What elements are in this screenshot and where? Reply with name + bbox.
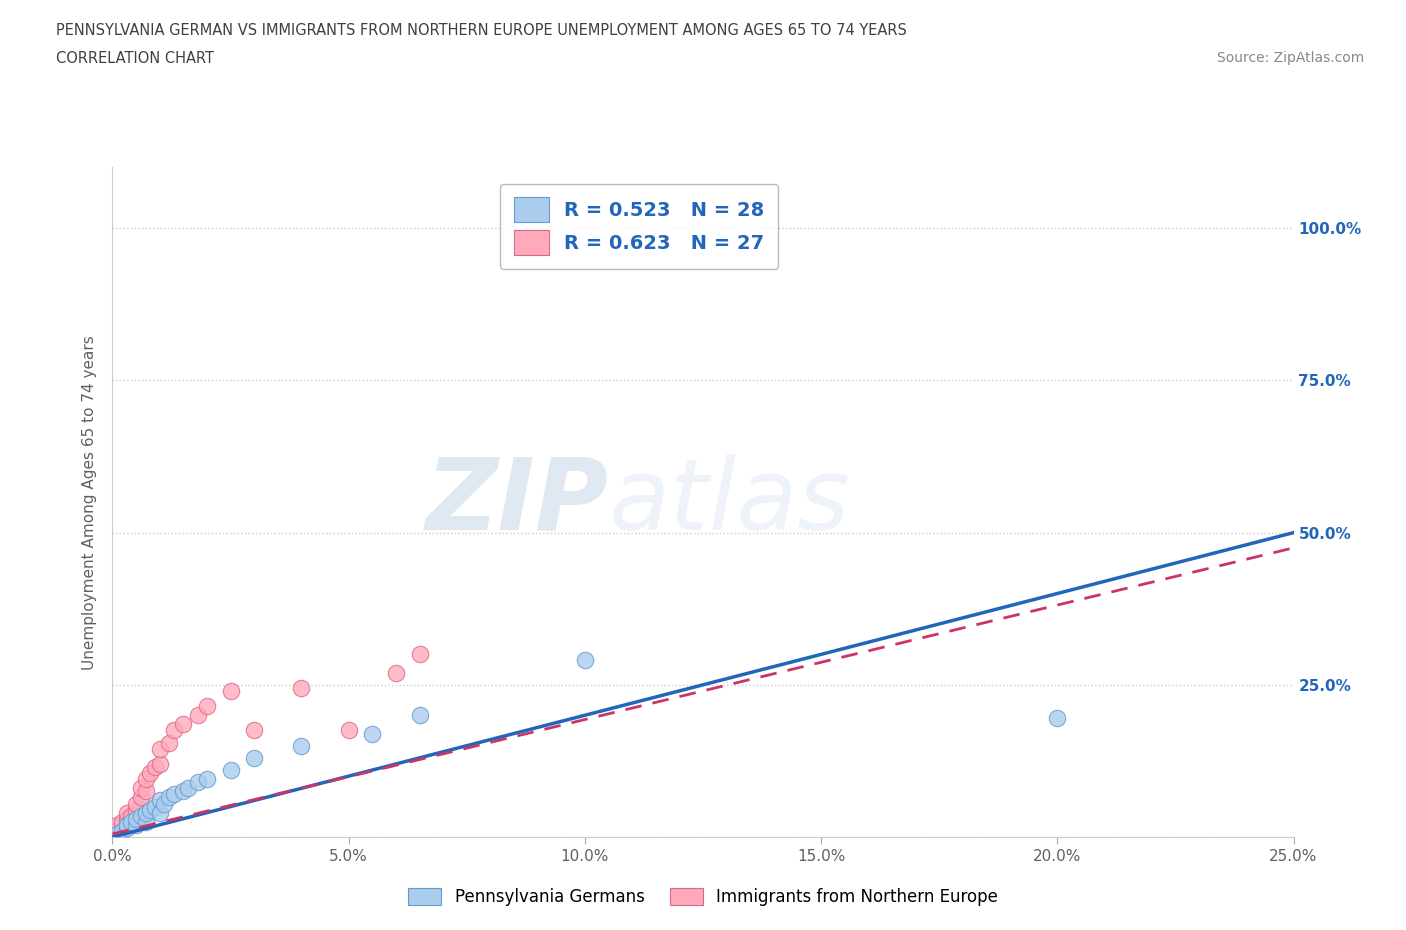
- Point: [290, 681, 312, 696]
- Point: [115, 817, 138, 832]
- Point: [105, 817, 128, 832]
- Point: [195, 698, 218, 713]
- Point: [219, 684, 242, 698]
- Text: atlas: atlas: [609, 454, 851, 551]
- Point: [408, 647, 430, 662]
- Point: [125, 817, 148, 832]
- Point: [172, 784, 194, 799]
- Point: [135, 784, 157, 799]
- Point: [337, 723, 360, 737]
- Point: [243, 723, 266, 737]
- Text: CORRELATION CHART: CORRELATION CHART: [56, 51, 214, 66]
- Point: [115, 820, 138, 835]
- Point: [385, 665, 408, 680]
- Point: [120, 815, 142, 830]
- Point: [172, 717, 194, 732]
- Legend: Pennsylvania Germans, Immigrants from Northern Europe: Pennsylvania Germans, Immigrants from No…: [401, 881, 1005, 912]
- Point: [1046, 711, 1069, 725]
- Point: [157, 790, 180, 804]
- Point: [408, 708, 430, 723]
- Point: [186, 708, 208, 723]
- Text: Source: ZipAtlas.com: Source: ZipAtlas.com: [1216, 51, 1364, 65]
- Point: [129, 781, 152, 796]
- Point: [163, 787, 186, 802]
- Point: [149, 741, 172, 756]
- Point: [149, 805, 172, 820]
- Point: [125, 803, 148, 817]
- Point: [125, 811, 148, 826]
- Legend: R = 0.523   N = 28, R = 0.623   N = 27: R = 0.523 N = 28, R = 0.623 N = 27: [501, 184, 778, 269]
- Point: [153, 796, 176, 811]
- Point: [105, 827, 128, 842]
- Point: [139, 803, 162, 817]
- Point: [125, 796, 148, 811]
- Point: [139, 765, 162, 780]
- Y-axis label: Unemployment Among Ages 65 to 74 years: Unemployment Among Ages 65 to 74 years: [82, 335, 97, 670]
- Point: [105, 823, 128, 838]
- Point: [219, 763, 242, 777]
- Point: [135, 772, 157, 787]
- Point: [135, 805, 157, 820]
- Point: [129, 790, 152, 804]
- Point: [149, 756, 172, 771]
- Point: [186, 775, 208, 790]
- Point: [361, 726, 384, 741]
- Point: [135, 815, 157, 830]
- Point: [243, 751, 266, 765]
- Point: [163, 723, 186, 737]
- Point: [129, 808, 152, 823]
- Point: [195, 772, 218, 787]
- Point: [115, 805, 138, 820]
- Text: ZIP: ZIP: [426, 454, 609, 551]
- Point: [157, 736, 180, 751]
- Point: [149, 793, 172, 808]
- Point: [290, 738, 312, 753]
- Text: PENNSYLVANIA GERMAN VS IMMIGRANTS FROM NORTHERN EUROPE UNEMPLOYMENT AMONG AGES 6: PENNSYLVANIA GERMAN VS IMMIGRANTS FROM N…: [56, 23, 907, 38]
- Point: [111, 823, 134, 838]
- Point: [143, 799, 166, 814]
- Point: [115, 811, 138, 826]
- Point: [111, 815, 134, 830]
- Point: [574, 653, 596, 668]
- Point: [177, 781, 200, 796]
- Point: [143, 760, 166, 775]
- Point: [120, 808, 142, 823]
